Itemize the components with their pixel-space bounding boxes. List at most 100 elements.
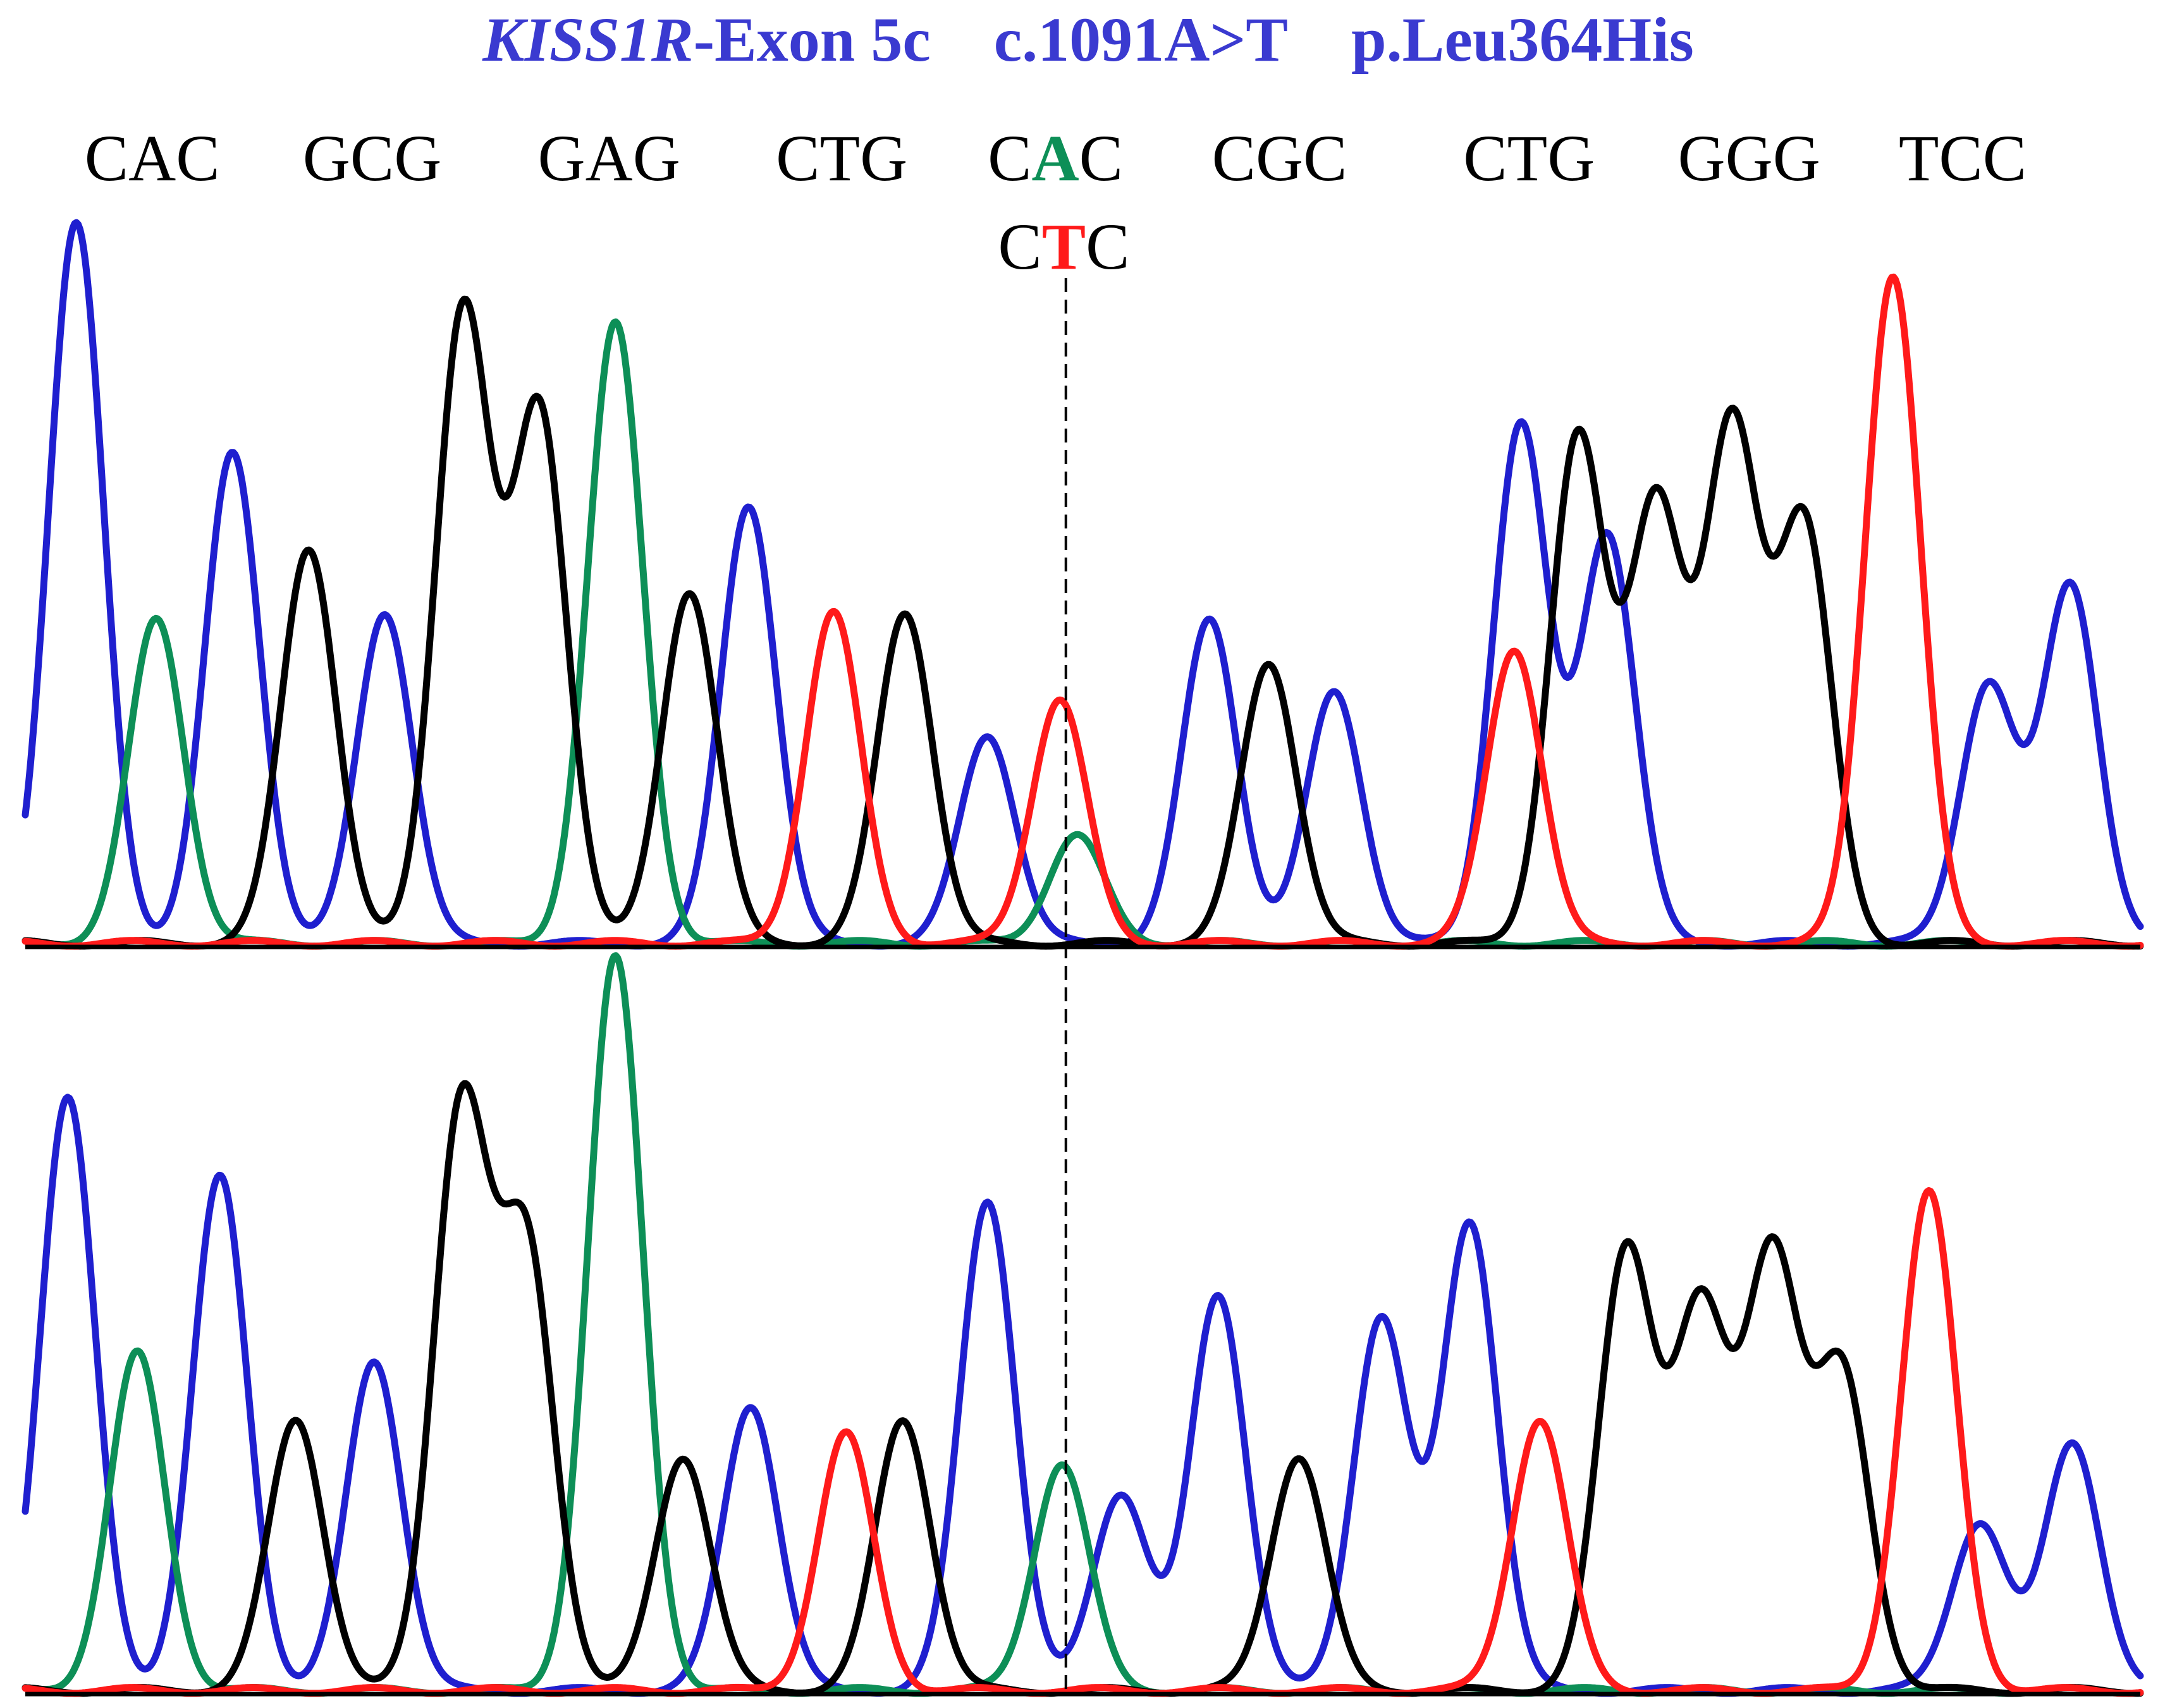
codon-label-1: CAC	[85, 122, 220, 195]
peak-patient-C-10	[1987, 687, 1989, 688]
title-protein: p.Leu364His	[1351, 4, 1694, 75]
codon-label-3-base-1: G	[538, 122, 586, 195]
codon-label-5-base-3: C	[1079, 122, 1123, 195]
peak-reference-T-3	[1929, 1196, 1930, 1197]
codon-label-6-base-2: G	[1256, 122, 1303, 195]
peak-patient-C-11	[2070, 587, 2071, 588]
codon-label-3: GAG	[538, 122, 680, 195]
peak-patient-G-2	[462, 314, 463, 315]
peak-reference-C-4	[750, 1408, 751, 1409]
codon-label-2-base-3: G	[394, 122, 441, 195]
peak-patient-G-7	[1577, 442, 1578, 444]
alt-codon-label-1: CTC	[998, 210, 1129, 283]
codon-label-6-base-3: C	[1303, 122, 1347, 195]
panel-patient	[21, 219, 2144, 950]
title-gene: KISS1R	[482, 4, 694, 75]
trace-line-reference-C	[21, 1094, 2144, 1697]
codon-label-5: CAC	[988, 122, 1123, 195]
peak-reference-T-2	[1539, 1423, 1540, 1424]
peak-reference-G-9	[1772, 1262, 1773, 1263]
peak-patient-G-8	[1655, 508, 1657, 509]
chromatogram-panels	[21, 219, 2144, 1697]
figure-title: KISS1R-Exon 5c c.1091A>T p.Leu364His	[482, 4, 1694, 75]
trace-patient-thymine	[21, 273, 2144, 950]
peak-reference-C-7	[1218, 1298, 1219, 1300]
peak-patient-A-3	[1076, 838, 1077, 839]
codon-label-6-base-1: C	[1212, 122, 1256, 195]
codon-label-2-base-2: C	[350, 122, 394, 195]
peak-reference-G-6	[1298, 1459, 1299, 1460]
peak-reference-G-7	[1626, 1254, 1627, 1255]
peak-patient-T-2	[1059, 702, 1060, 703]
title-exon: -Exon 5c	[694, 4, 931, 75]
trace-patient-guanine	[21, 295, 2144, 950]
peak-patient-C-6	[1209, 623, 1210, 624]
peak-reference-G-5	[902, 1423, 904, 1424]
peak-reference-G-4	[682, 1459, 684, 1460]
codon-label-3-base-3: G	[633, 122, 680, 195]
peak-patient-G-4	[689, 594, 690, 595]
codon-label-4-base-3: G	[860, 122, 907, 195]
peak-reference-C-6	[1120, 1496, 1122, 1497]
peak-reference-C-3	[374, 1364, 375, 1365]
codon-label-4-base-2: T	[820, 122, 861, 195]
codon-label-9-base-2: C	[1939, 122, 1982, 195]
codon-label-7-base-3: G	[1547, 122, 1595, 195]
peak-reference-C-5	[987, 1203, 988, 1204]
codon-label-8-base-2: G	[1726, 122, 1773, 195]
codon-label-7: CTG	[1463, 122, 1595, 195]
peak-patient-C-7	[1334, 695, 1335, 696]
peak-patient-G-10	[1803, 529, 1805, 530]
peak-reference-C-8	[1380, 1320, 1382, 1321]
peak-patient-G-9	[1731, 436, 1732, 437]
trace-reference-thymine	[21, 1187, 2144, 1697]
codon-label-1-base-1: C	[85, 122, 128, 195]
alt-codon-label-1-base-3: C	[1086, 210, 1129, 283]
codon-label-1-base-3: C	[176, 122, 219, 195]
peak-reference-G-3	[526, 1254, 527, 1255]
trace-line-reference-T	[21, 1187, 2144, 1697]
peak-reference-C-9	[1469, 1225, 1471, 1226]
title-cdna: c.1091A>T	[994, 4, 1288, 75]
codon-label-2: GCG	[303, 122, 442, 195]
peak-reference-C-11	[2072, 1444, 2073, 1446]
peak-reference-C-10	[1979, 1525, 1980, 1527]
peak-patient-T-3	[1514, 651, 1515, 652]
peak-patient-G-1	[308, 551, 309, 552]
peak-reference-A-2	[615, 961, 616, 963]
trace-reference-adenine	[21, 952, 2144, 1697]
codon-label-9: TCC	[1899, 122, 2027, 195]
peak-patient-C-1	[75, 227, 77, 228]
codon-label-6: CGC	[1212, 122, 1347, 195]
peak-reference-T-1	[845, 1437, 847, 1439]
codon-label-7-base-2: T	[1507, 122, 1548, 195]
peak-reference-G-1	[295, 1423, 297, 1424]
peak-patient-C-8	[1520, 429, 1521, 430]
codon-label-1-base-2: A	[128, 122, 176, 195]
peak-patient-C-4	[748, 508, 749, 509]
peak-patient-G-6	[1268, 666, 1270, 667]
peak-patient-A-2	[615, 327, 616, 329]
codon-label-8-base-1: G	[1678, 122, 1726, 195]
trace-line-patient-T	[21, 273, 2144, 950]
peak-reference-A-3	[1061, 1467, 1062, 1468]
trace-reference-cytosine	[21, 1094, 2144, 1697]
alt-codon-label-1-base-2: T	[1042, 210, 1086, 283]
peak-patient-G-3	[539, 414, 540, 415]
codon-label-3-base-2: A	[586, 122, 633, 195]
codon-label-7-base-1: C	[1463, 122, 1507, 195]
codon-label-4-base-1: C	[776, 122, 819, 195]
peak-reference-A-1	[137, 1357, 138, 1358]
codon-label-8-base-3: G	[1773, 122, 1820, 195]
peak-patient-C-3	[384, 616, 386, 617]
codon-label-8: GGG	[1678, 122, 1820, 195]
trace-line-patient-G	[21, 295, 2144, 950]
peak-patient-C-5	[987, 738, 988, 739]
peak-patient-C-9	[1607, 536, 1608, 537]
peak-reference-G-8	[1700, 1320, 1701, 1321]
peak-reference-C-2	[219, 1181, 221, 1182]
codon-label-5-base-2: A	[1031, 122, 1079, 195]
codon-label-9-base-3: C	[1983, 122, 2027, 195]
